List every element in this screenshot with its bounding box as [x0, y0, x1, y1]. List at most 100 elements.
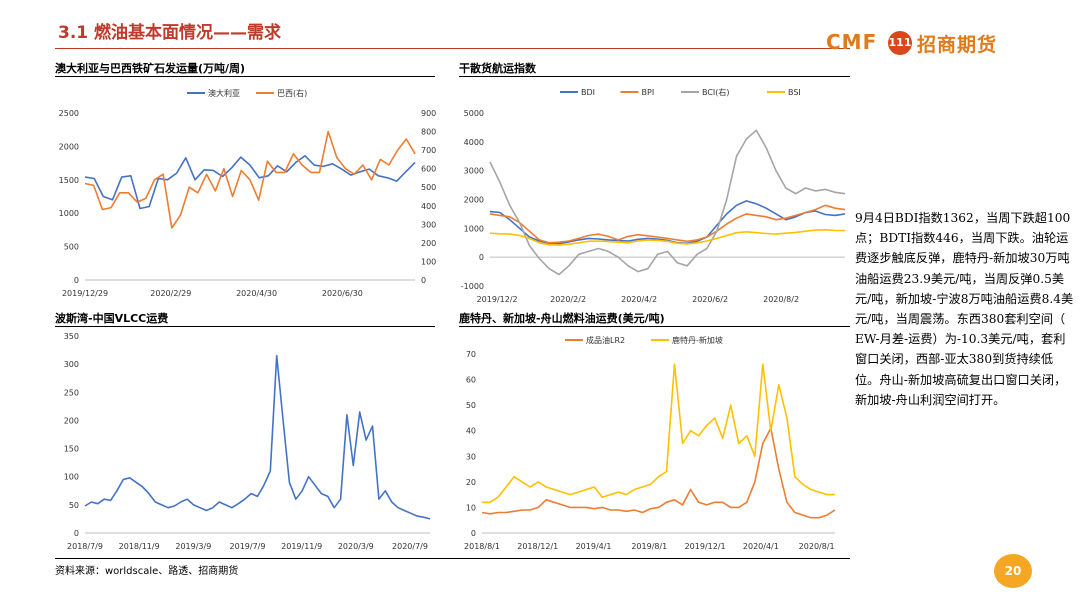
y-tick-label: 2500: [59, 109, 79, 118]
y-tick-label: 150: [64, 445, 79, 454]
x-tick-label: 2020/2/2: [550, 295, 586, 304]
page-number: 20: [994, 554, 1032, 588]
series-line-1: [84, 155, 416, 210]
legend-label: 成品油LR2: [586, 335, 625, 345]
y2-tick-label: 500: [421, 183, 436, 192]
y-tick-label: 4000: [464, 138, 484, 147]
legend-label: 巴西(右): [277, 88, 307, 98]
y-tick-label: 1000: [59, 209, 79, 218]
legend-label: BDI: [581, 88, 595, 97]
company-logo: CMF 111 招商期货: [826, 28, 1016, 60]
series-line-1: [489, 200, 846, 245]
chart2-title: 干散货航运指数: [459, 62, 536, 75]
page-title: 3.1 燃油基本面情况——需求: [58, 23, 282, 43]
y2-tick-label: 400: [421, 202, 436, 211]
series-line-2: [482, 363, 835, 504]
x-tick-label: 2019/12/1: [685, 542, 726, 551]
x-tick-label: 2020/2/29: [150, 289, 191, 298]
x-tick-label: 2020/7/9: [392, 542, 428, 551]
chart2-title-rule: [459, 76, 850, 77]
chart4-title: 鹿特丹、新加坡-舟山燃料油运费(美元/吨): [459, 312, 665, 325]
y-tick-label: 100: [64, 473, 79, 482]
legend-label: BPI: [642, 88, 655, 97]
y-tick-label: 50: [466, 401, 476, 410]
y2-tick-label: 200: [421, 239, 436, 248]
chart1-title-rule: [55, 76, 435, 77]
y-tick-label: 0: [74, 276, 79, 285]
y2-tick-label: 900: [421, 109, 436, 118]
chart3-title-rule: [55, 326, 435, 327]
y-tick-label: 1000: [464, 224, 484, 233]
chart1-title: 澳大利亚与巴西铁矿石发运量(万吨/周): [55, 62, 246, 75]
market-commentary: 9月4日BDI指数1362，当周下跌超100点；BDTI指数446，当周下跌。油…: [855, 211, 1074, 407]
x-tick-label: 2020/6/30: [322, 289, 363, 298]
x-tick-label: 2019/12/2: [477, 295, 518, 304]
y-tick-label: 300: [64, 360, 79, 369]
series-line-2: [84, 130, 416, 229]
y-tick-label: 350: [64, 332, 79, 341]
legend-label: BSI: [788, 88, 801, 97]
x-tick-label: 2019/4/1: [576, 542, 612, 551]
y-tick-label: 50: [69, 501, 79, 510]
x-tick-label: 2020/8/2: [763, 295, 799, 304]
iron-ore-shipments-chart: 0 500 1000 1500 2000 2500 0 100 200 300 400 500 600 7…: [59, 88, 437, 298]
y-tick-label: 70: [466, 350, 476, 359]
vlcc-freight-chart: 0 50 100 150 200 250 300 350 2018/7/9 2018/11/9 20…: [64, 332, 431, 551]
logo-brand: CMF: [826, 30, 878, 54]
series-line-4: [489, 229, 846, 246]
y-tick-label: 250: [64, 388, 79, 397]
chart3-title: 波斯湾-中国VLCC运费: [55, 312, 169, 325]
y-tick-label: 5000: [464, 109, 484, 118]
chart4-title-rule: [459, 326, 850, 327]
footer-divider: [55, 558, 850, 559]
series-line-3: [489, 129, 846, 276]
series-line-2: [489, 204, 846, 244]
dry-bulk-index-chart: -1000 0 1000 2000 3000 4000 5000 2019/12/2 2020/…: [461, 87, 846, 304]
x-tick-label: 2020/8/1: [799, 542, 835, 551]
y-tick-label: 1500: [59, 176, 79, 185]
y-tick-label: 60: [466, 376, 476, 385]
x-tick-label: 2019/7/9: [230, 542, 266, 551]
x-tick-label: 2018/11/9: [119, 542, 160, 551]
x-tick-label: 2019/12/29: [62, 289, 108, 298]
x-tick-label: 2020/3/9: [338, 542, 374, 551]
title-divider: [55, 48, 850, 49]
y-tick-label: 500: [64, 243, 79, 252]
logo-badge: 111: [888, 31, 912, 55]
fuel-oil-freight-chart: 0 10 20 30 40 50 60 70 2018/8/1 2018/12/1 2019/4/1…: [464, 335, 836, 551]
y-tick-label: 40: [466, 427, 476, 436]
y-tick-label: 200: [64, 416, 79, 425]
y-tick-label: 3000: [464, 167, 484, 176]
x-tick-label: 2020/4/1: [743, 542, 779, 551]
y-tick-label: -1000: [461, 282, 484, 291]
legend-label: 澳大利亚: [208, 88, 240, 98]
y2-tick-label: 300: [421, 220, 436, 229]
x-tick-label: 2018/7/9: [67, 542, 103, 551]
x-tick-label: 2019/3/9: [175, 542, 211, 551]
y-tick-label: 0: [479, 253, 484, 262]
y-tick-label: 20: [466, 478, 476, 487]
x-tick-label: 2018/12/1: [517, 542, 558, 551]
series-line-1: [481, 427, 836, 519]
logo-name: 招商期货: [917, 34, 998, 56]
series-line-1: [84, 354, 431, 520]
x-tick-label: 2020/4/2: [621, 295, 657, 304]
y-tick-label: 10: [466, 503, 476, 512]
y-tick-label: 2000: [464, 196, 484, 205]
y2-tick-label: 700: [421, 146, 436, 155]
x-tick-label: 2020/4/30: [236, 289, 277, 298]
x-tick-label: 2020/6/2: [692, 295, 728, 304]
legend-label: BCI(右): [702, 87, 730, 97]
y2-tick-label: 600: [421, 165, 436, 174]
x-tick-label: 2019/8/1: [631, 542, 667, 551]
y-tick-label: 0: [74, 529, 79, 538]
data-source: 资料来源：worldscale、路透、招商期货: [55, 566, 239, 577]
y-tick-label: 2000: [59, 142, 79, 151]
legend-label: 鹿特丹-新加坡: [672, 335, 723, 345]
y2-tick-label: 100: [421, 257, 436, 266]
y2-tick-label: 0: [421, 276, 426, 285]
y-tick-label: 0: [471, 529, 476, 538]
y2-tick-label: 800: [421, 128, 436, 137]
x-tick-label: 2018/8/1: [464, 542, 500, 551]
x-tick-label: 2019/11/9: [281, 542, 322, 551]
